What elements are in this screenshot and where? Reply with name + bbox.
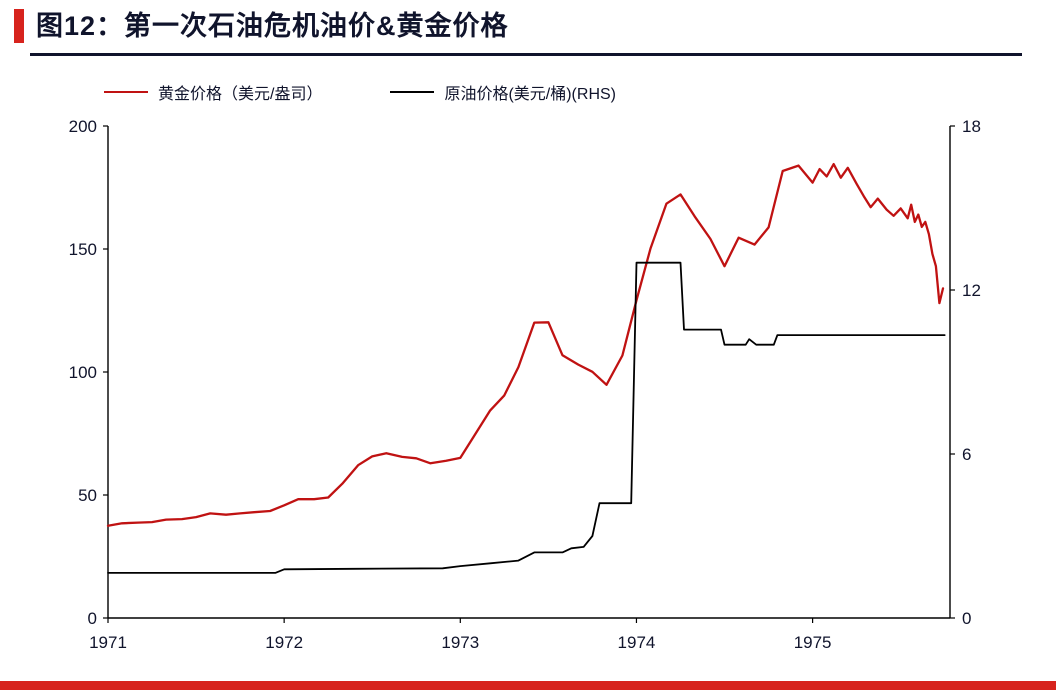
x-axis-tick-label: 1975: [794, 633, 832, 652]
legend-item-oil: 原油价格(美元/桶)(RHS): [390, 80, 616, 104]
left-axis-tick-label: 0: [88, 609, 97, 628]
legend-item-gold: 黄金价格（美元/盎司）: [104, 80, 322, 104]
title-accent-bar: [14, 9, 24, 43]
left-axis-tick-label: 50: [78, 486, 97, 505]
dual-axis-line-chart: 0 50 100 150 200 0 6 12 18 1971 1972 1973 1974 1975: [69, 117, 981, 652]
left-axis-tick-label: 150: [69, 240, 97, 259]
oil-line-swatch: [390, 91, 435, 93]
oil-price-line: [107, 261, 946, 574]
chart-legend: 黄金价格（美元/盎司） 原油价格(美元/桶)(RHS): [104, 80, 616, 104]
gold-line-swatch: [104, 91, 148, 93]
right-axis-tick-label: 0: [962, 609, 971, 628]
figure-title-text: 第一次石油危机油价&黄金价格: [124, 11, 509, 41]
x-axis-tick-label: 1972: [265, 633, 303, 652]
right-axis-tick-label: 18: [962, 117, 981, 136]
bottom-accent-bar: [0, 681, 1056, 690]
right-axis-tick-label: 12: [962, 281, 981, 300]
gold-price-line: [106, 162, 945, 527]
x-axis-tick-label: 1974: [618, 633, 656, 652]
figure-number: 图12：: [36, 11, 125, 41]
right-axis-tick-label: 6: [962, 445, 971, 464]
legend-label-oil: 原油价格(美元/桶)(RHS): [444, 86, 616, 103]
x-axis-tick-label: 1971: [89, 633, 127, 652]
page-title: 图12：第一次石油危机油价&黄金价格: [36, 4, 509, 43]
title-underline: [30, 53, 1022, 56]
left-axis-tick-label: 100: [69, 363, 97, 382]
legend-label-gold: 黄金价格（美元/盎司）: [158, 86, 323, 103]
x-axis-tick-label: 1973: [441, 633, 479, 652]
left-axis-tick-label: 200: [69, 117, 97, 136]
